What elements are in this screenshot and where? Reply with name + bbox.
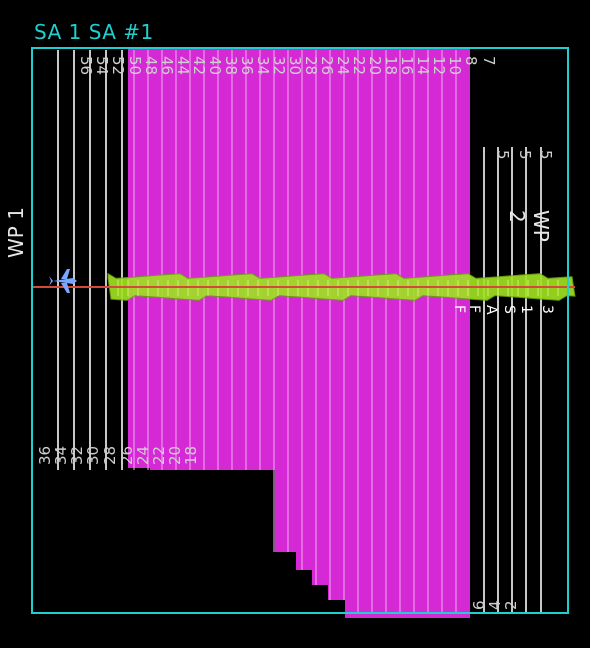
right-track-label: 5 <box>537 150 555 160</box>
bottom-track-label: 34 <box>52 446 70 465</box>
survey-area-title: SA 1 SA #1 <box>34 20 154 44</box>
bottom-track-label: 24 <box>134 446 152 465</box>
bottom-track-label: 20 <box>166 446 184 465</box>
right-track-label: 5 <box>494 150 512 160</box>
top-track-label: 28 <box>302 56 320 75</box>
top-track-label: 20 <box>366 56 384 75</box>
top-track-label: 32 <box>270 56 288 75</box>
right-track-label: 5 <box>516 150 534 160</box>
mid-track-label: S <box>501 305 517 314</box>
bottom-track-label: 26 <box>118 446 136 465</box>
waypoint-2-label: WP 2 <box>505 210 553 242</box>
top-track-label: 22 <box>350 56 368 75</box>
mid-track-label: 3 <box>539 305 555 314</box>
top-track-label: 14 <box>414 56 432 75</box>
bottom-track-label: 30 <box>84 446 102 465</box>
top-track-label: 10 <box>446 56 464 75</box>
top-track-label: 16 <box>398 56 416 75</box>
top-track-label: 7 <box>480 56 498 66</box>
survey-boundary[interactable] <box>31 47 569 614</box>
top-track-label: 50 <box>126 56 144 75</box>
top-track-label: 40 <box>206 56 224 75</box>
bottom-track-label: 18 <box>182 446 200 465</box>
top-track-label: 34 <box>254 56 272 75</box>
mid-track-label: A <box>483 305 499 315</box>
top-track-label: 56 <box>77 56 95 75</box>
top-track-label: 46 <box>158 56 176 75</box>
top-track-label: 18 <box>382 56 400 75</box>
mid-track-label: F <box>466 305 482 313</box>
coverage-area <box>34 48 470 618</box>
bottom-right-track-label: 6 <box>470 600 488 610</box>
bottom-track-label: 28 <box>101 446 119 465</box>
bottom-track-label: 36 <box>36 446 54 465</box>
top-track-label: 44 <box>174 56 192 75</box>
top-track-label: 36 <box>238 56 256 75</box>
top-track-label: 52 <box>109 56 127 75</box>
bottom-right-track-label: 2 <box>502 600 520 610</box>
bottom-track-label: 22 <box>150 446 168 465</box>
top-track-label: 30 <box>286 56 304 75</box>
mid-track-label: F <box>451 305 467 313</box>
coverage-polygon <box>128 48 470 618</box>
top-track-label: 42 <box>190 56 208 75</box>
bottom-right-track-label: 4 <box>486 600 504 610</box>
top-track-label: 8 <box>462 56 480 66</box>
aircraft-icon[interactable] <box>49 269 77 293</box>
waypoint-1-label: WP 1 <box>4 207 28 258</box>
top-track-label: 24 <box>334 56 352 75</box>
top-track-label: 38 <box>222 56 240 75</box>
mid-track-label: 1 <box>518 305 534 314</box>
uncovered-area <box>34 470 345 612</box>
track-lines <box>57 50 542 612</box>
top-track-label: 26 <box>318 56 336 75</box>
top-track-label: 48 <box>142 56 160 75</box>
bottom-track-label: 32 <box>68 446 86 465</box>
aircraft-shape <box>49 269 77 293</box>
top-track-label: 12 <box>430 56 448 75</box>
top-track-label: 54 <box>93 56 111 75</box>
